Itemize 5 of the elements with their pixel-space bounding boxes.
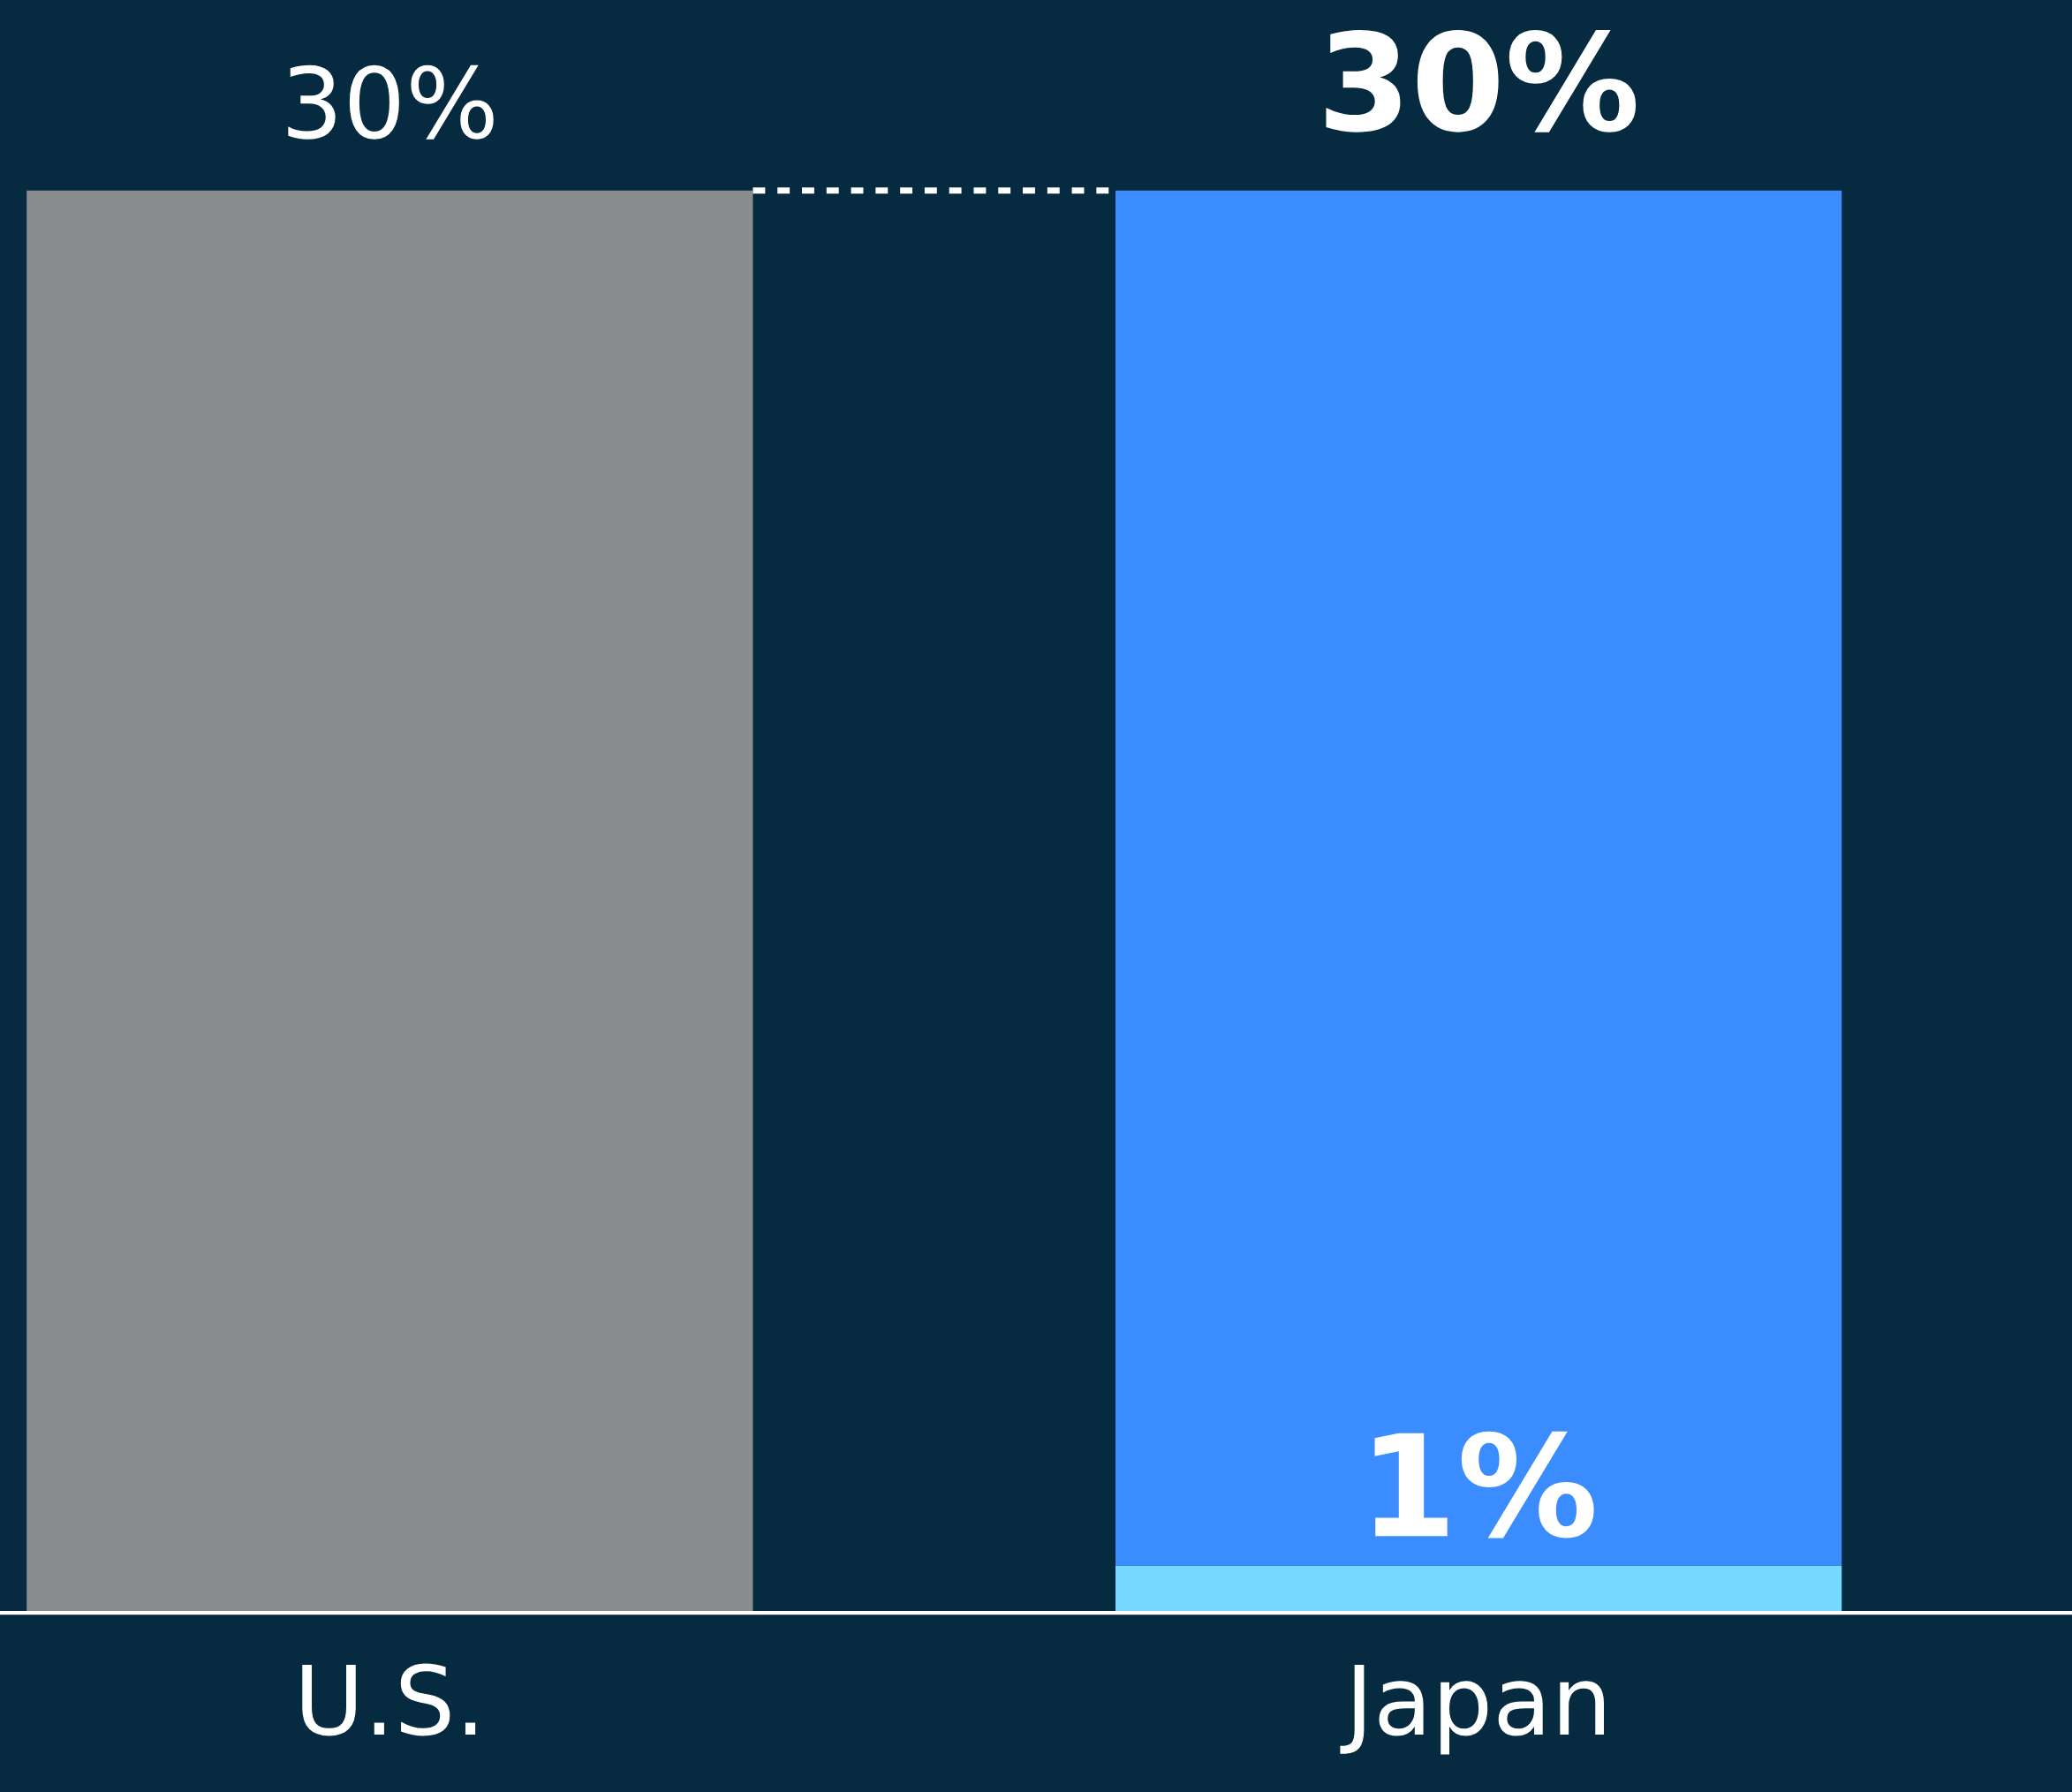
data-label: 1% (1374, 1431, 1594, 1539)
total-label: 30% (1326, 30, 1637, 132)
total-label: 30% (288, 64, 494, 140)
x-tick-label: Japan (1340, 1664, 1604, 1755)
x-tick-label: U.S. (302, 1663, 476, 1736)
